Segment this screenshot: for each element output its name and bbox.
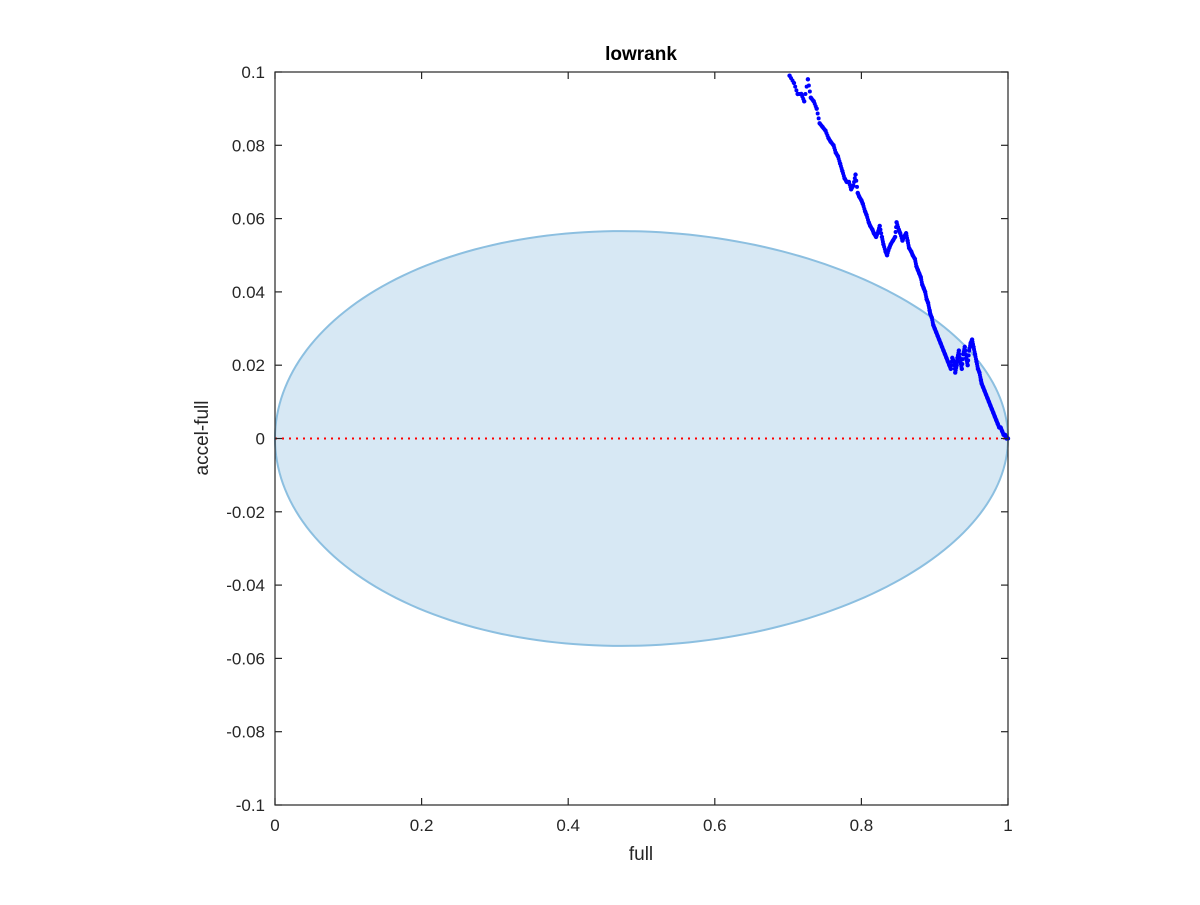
data-point [807,89,812,94]
y-tick-label: 0.1 [241,63,265,82]
data-point [855,184,860,189]
data-point [854,178,859,183]
y-tick-label: 0.02 [232,356,265,375]
data-point [966,353,971,358]
data-point [816,116,821,121]
x-axis-label: full [629,844,653,865]
data-point [877,223,882,229]
x-tick-label: 0.8 [850,816,874,835]
data-point [962,344,967,350]
y-tick-label: -0.02 [226,503,265,522]
data-point [956,348,962,353]
x-tick-label: 0.4 [556,816,580,835]
y-tick-label: 0 [256,430,265,449]
data-point [948,366,954,372]
data-point [951,359,956,364]
data-point [803,91,808,96]
data-point [960,357,965,362]
points-layer [787,73,1011,441]
y-tick-label: -0.06 [226,649,265,668]
data-point [959,366,965,372]
data-point [815,111,820,116]
data-point [806,83,811,88]
data-point [814,106,819,111]
axes-layer [274,71,1009,806]
data-point [892,234,898,240]
data-point [963,348,968,353]
data-point [965,363,970,368]
data-point [791,80,797,86]
chart-title: lowrank [605,44,677,65]
y-tick-label: 0.08 [232,136,265,155]
data-point [851,183,856,188]
y-tick-label: 0.06 [232,210,265,229]
x-tick-label: 1 [1003,816,1012,835]
data-point [805,77,811,82]
x-tick-label: 0.6 [703,816,727,835]
y-tick-label: -0.04 [226,576,265,595]
y-axis-label: accel-full [192,401,213,476]
data-point [794,88,799,93]
text-layer: lowrank full accel-full 0 0.2 0.4 0.6 0.8 1 0.… [192,44,1013,865]
data-point [802,99,807,104]
x-tick-label: 0 [270,816,279,835]
data-point [960,361,965,366]
data-point [793,84,798,89]
data-point [853,172,858,177]
data-point [878,227,883,232]
y-tick-label: 0.04 [232,283,265,302]
data-point [893,230,898,235]
x-tick-label: 0.2 [410,816,434,835]
data-point [879,231,884,236]
y-tick-label: -0.1 [236,796,265,815]
data-point [949,363,954,368]
data-point [966,358,971,363]
data-point [957,352,962,357]
y-tick-label: -0.08 [226,723,265,742]
